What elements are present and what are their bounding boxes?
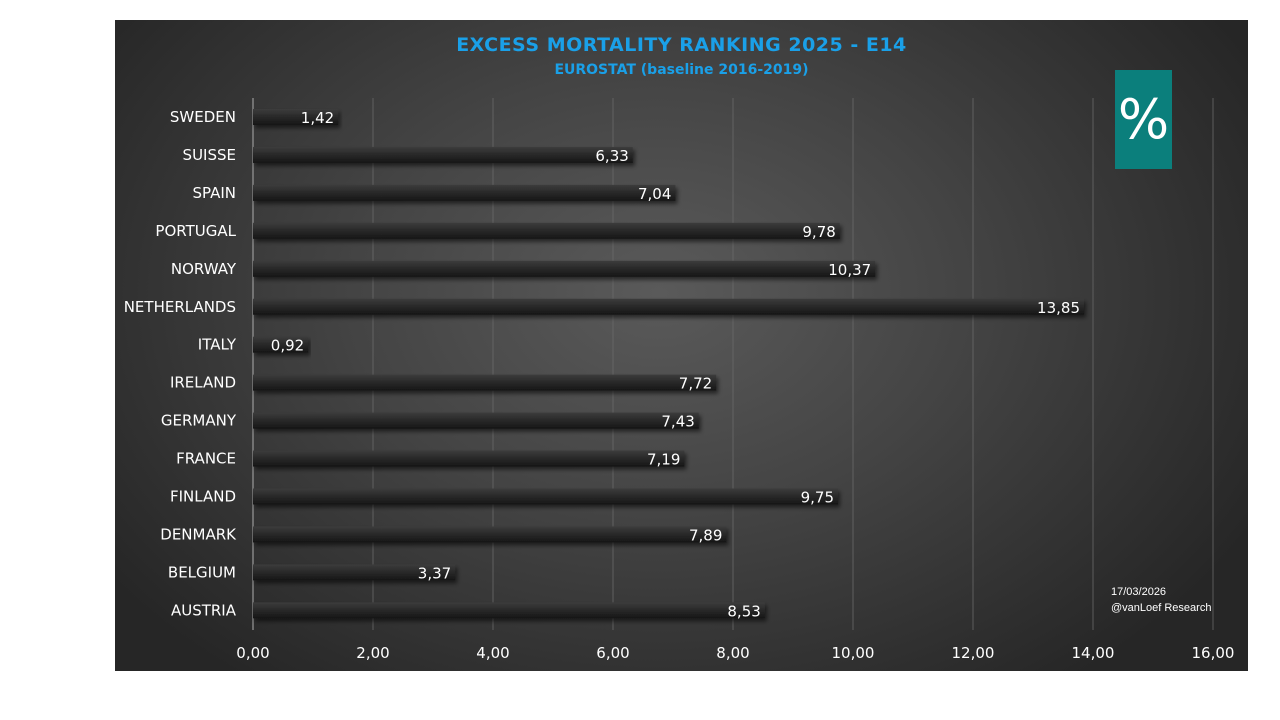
category-label: SUISSE bbox=[183, 146, 236, 164]
x-tick-label: 2,00 bbox=[356, 644, 389, 662]
category-label: NETHERLANDS bbox=[124, 298, 236, 316]
data-label: 13,85 bbox=[1037, 299, 1080, 317]
bar bbox=[253, 488, 838, 505]
category-label: SPAIN bbox=[192, 184, 236, 202]
bar bbox=[253, 184, 676, 201]
category-label: IRELAND bbox=[170, 374, 236, 392]
bar bbox=[253, 564, 456, 581]
x-tick-label: 8,00 bbox=[716, 644, 749, 662]
data-label: 7,19 bbox=[647, 451, 680, 469]
bar bbox=[253, 146, 633, 163]
category-label: BELGIUM bbox=[168, 563, 236, 581]
category-label: FRANCE bbox=[176, 450, 236, 468]
bars bbox=[253, 109, 1084, 619]
bar bbox=[253, 412, 699, 429]
category-label: NORWAY bbox=[171, 260, 237, 278]
x-tick-label: 14,00 bbox=[1072, 644, 1115, 662]
data-label: 9,78 bbox=[802, 223, 835, 241]
data-label: 9,75 bbox=[801, 489, 834, 507]
gridlines bbox=[252, 98, 1214, 630]
data-label: 7,43 bbox=[661, 413, 694, 431]
chart-panel: EXCESS MORTALITY RANKING 2025 - E14 EURO… bbox=[115, 20, 1248, 671]
data-label: 10,37 bbox=[828, 261, 871, 279]
x-tick-label: 0,00 bbox=[236, 644, 269, 662]
chart-title: EXCESS MORTALITY RANKING 2025 - E14 bbox=[456, 34, 907, 56]
bar bbox=[253, 336, 309, 353]
x-tick-label: 4,00 bbox=[476, 644, 509, 662]
bar bbox=[253, 260, 876, 277]
category-label: FINLAND bbox=[170, 488, 236, 506]
category-label: ITALY bbox=[198, 336, 237, 354]
bar bbox=[253, 526, 727, 543]
data-label: 0,92 bbox=[271, 337, 304, 355]
bar bbox=[253, 109, 339, 125]
category-label: PORTUGAL bbox=[155, 222, 236, 240]
data-label: 7,72 bbox=[679, 375, 712, 393]
bar bbox=[253, 298, 1084, 315]
data-label: 7,89 bbox=[689, 526, 722, 544]
data-label: 1,42 bbox=[301, 109, 334, 127]
data-label: 3,37 bbox=[418, 564, 451, 582]
percent-badge: % bbox=[1115, 70, 1172, 169]
data-label: 6,33 bbox=[595, 147, 628, 165]
category-label: SWEDEN bbox=[170, 108, 236, 126]
data-labels: 1,42 6,33 7,04 9,78 10,37 13,85 0,92 7,72 7,43 7,… bbox=[271, 109, 1080, 620]
bar bbox=[253, 374, 717, 391]
credit-annotation: @vanLoef Research bbox=[1111, 602, 1212, 614]
category-label: AUSTRIA bbox=[171, 601, 237, 619]
x-axis-ticks: 0,00 2,00 4,00 6,00 8,00 10,00 12,00 14,00 16,00 bbox=[236, 644, 1234, 662]
x-tick-label: 10,00 bbox=[832, 644, 875, 662]
category-labels: SWEDEN SUISSE SPAIN PORTUGAL NORWAY NETHERLAN… bbox=[124, 108, 237, 619]
bar-chart-plot: SWEDEN SUISSE SPAIN PORTUGAL NORWAY NETHERLAN… bbox=[124, 98, 1234, 662]
data-label: 8,53 bbox=[727, 602, 760, 620]
date-annotation: 17/03/2026 bbox=[1111, 586, 1167, 598]
x-tick-label: 16,00 bbox=[1192, 644, 1235, 662]
x-tick-label: 12,00 bbox=[952, 644, 995, 662]
category-label: DENMARK bbox=[160, 525, 237, 543]
data-label: 7,04 bbox=[638, 185, 671, 203]
category-label: GERMANY bbox=[161, 412, 237, 430]
x-tick-label: 6,00 bbox=[596, 644, 629, 662]
chart-subtitle: EUROSTAT (baseline 2016-2019) bbox=[554, 62, 809, 78]
bar bbox=[253, 602, 765, 619]
bar bbox=[253, 450, 685, 467]
bar bbox=[253, 222, 840, 239]
